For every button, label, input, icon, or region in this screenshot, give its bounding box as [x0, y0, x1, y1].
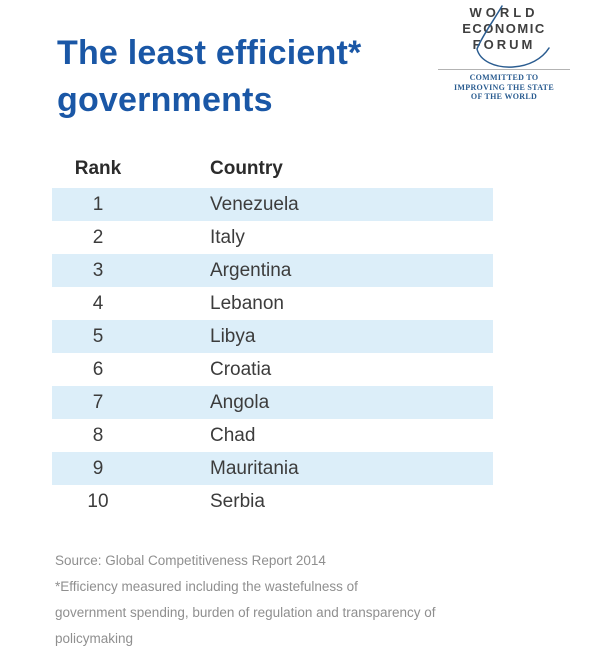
footnote-line-3: policymaking [55, 631, 134, 646]
rank-cell: 7 [92, 391, 104, 413]
title-line-2: governments [57, 81, 273, 119]
rank-cell: 4 [92, 292, 104, 314]
logo-word-forum: FORUM [472, 37, 536, 52]
table-row: 6 Croatia [52, 353, 493, 386]
wef-logo-wordmark: WORLD ECONOMIC FORUM [430, 5, 578, 68]
page-title: The least efficient* governments [57, 30, 361, 124]
logo-divider [438, 69, 570, 70]
country-cell: Libya [210, 325, 256, 347]
rank-cell: 2 [92, 226, 104, 248]
table-row: 5 Libya [52, 320, 493, 353]
country-cell: Angola [210, 391, 270, 413]
rank-cell: 10 [87, 490, 109, 512]
table-row: 10 Serbia [52, 485, 493, 518]
logo-word-world: WORLD [469, 5, 539, 20]
country-cell: Mauritania [210, 457, 299, 479]
table-row: 7 Angola [52, 386, 493, 419]
rank-cell: 8 [92, 424, 104, 446]
table-row: 9 Mauritania [52, 452, 493, 485]
rank-cell: 6 [92, 358, 104, 380]
table-row: 2 Italy [52, 221, 493, 254]
footer-notes: Source: Global Competitiveness Report 20… [55, 548, 555, 652]
country-cell: Serbia [210, 490, 265, 512]
country-column-header: Country [210, 158, 283, 179]
rank-cell: 9 [92, 457, 104, 479]
title-line-1: The least efficient* [57, 34, 362, 72]
rank-cell: 3 [92, 259, 104, 281]
rank-column-header: Rank [74, 158, 122, 179]
table-row: 4 Lebanon [52, 287, 493, 320]
table-body: 1 Venezuela 2 Italy 3 Argentina 4 Lebanon 5 Libya… [52, 188, 493, 518]
country-cell: Croatia [210, 358, 272, 380]
tagline-line-2: IMPROVING THE STATE [454, 82, 554, 92]
country-cell: Argentina [210, 259, 292, 281]
tagline-line-1: COMMITTED TO [469, 73, 539, 82]
logo-word-economic: ECONOMIC [462, 21, 546, 36]
source-line: Source: Global Competitiveness Report 20… [55, 553, 326, 568]
logo-tagline: COMMITTED TO IMPROVING THE STATE OF THE … [430, 73, 578, 102]
table-row: 3 Argentina [52, 254, 493, 287]
country-cell: Venezuela [210, 193, 299, 215]
footnote-line-2: government spending, burden of regulatio… [55, 605, 436, 620]
ranking-table: Rank Country 1 Venezuela 2 Italy 3 Argentina 4… [52, 150, 493, 518]
country-cell: Italy [210, 226, 245, 248]
rank-cell: 5 [92, 325, 104, 347]
country-cell: Lebanon [210, 292, 284, 314]
table-header-row: Rank Country [52, 150, 493, 188]
wef-logo: WORLD ECONOMIC FORUM COMMITTED TO IMPROV… [430, 5, 578, 102]
tagline-line-3: OF THE WORLD [470, 92, 538, 101]
rank-cell: 1 [92, 193, 104, 215]
country-cell: Chad [210, 424, 256, 446]
table-row: 8 Chad [52, 419, 493, 452]
footnote-line-1: *Efficiency measured including the waste… [55, 579, 358, 594]
table-row: 1 Venezuela [52, 188, 493, 221]
